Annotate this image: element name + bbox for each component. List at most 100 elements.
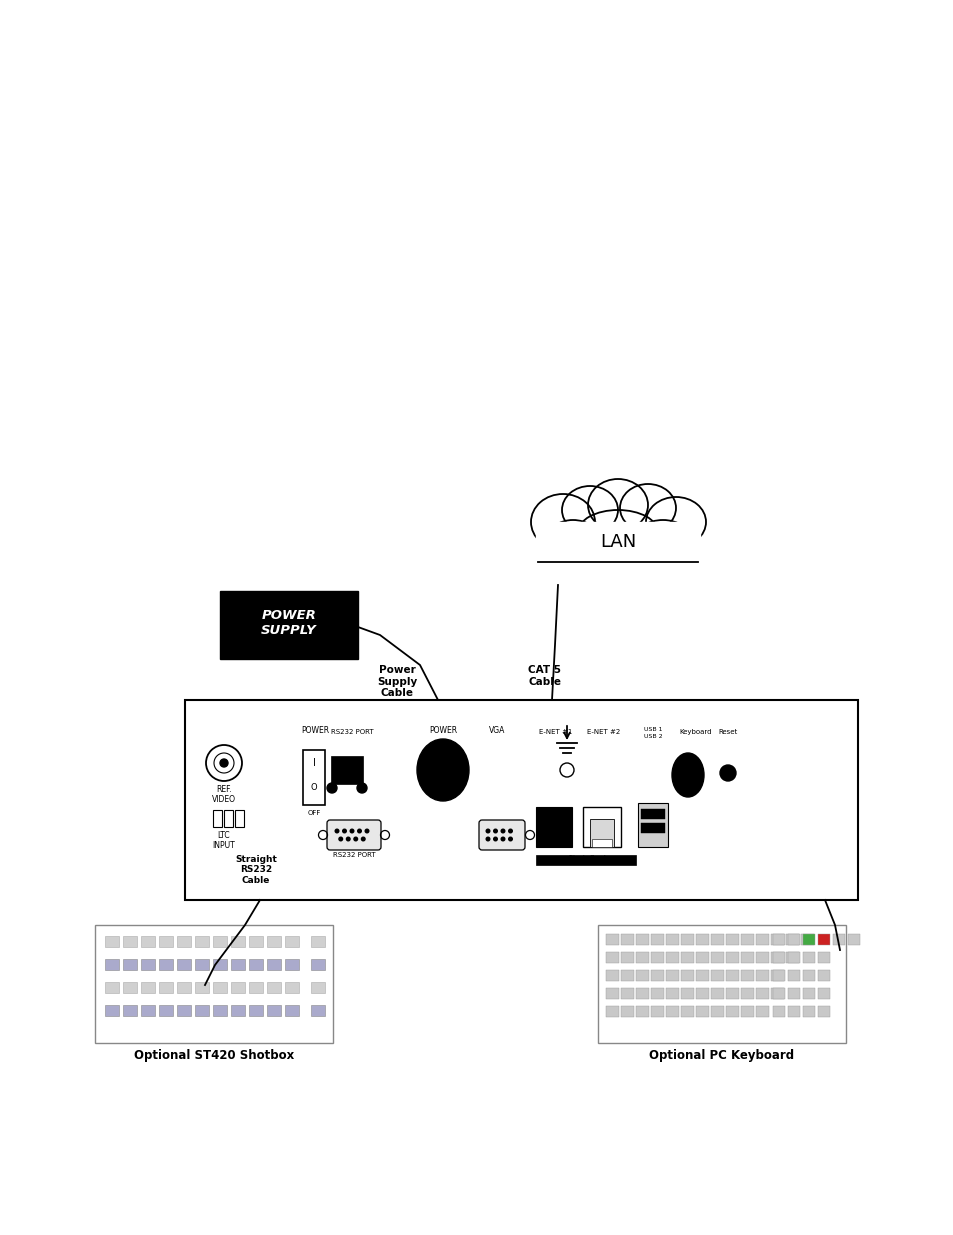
Bar [802, 952, 814, 963]
Bar [638, 803, 667, 847]
Bar [213, 936, 227, 947]
Bar [194, 1005, 209, 1016]
Text: Optional PC Keyboard: Optional PC Keyboard [649, 1049, 794, 1062]
Text: VGA: VGA [488, 726, 505, 735]
Bar [620, 934, 634, 945]
Bar [177, 960, 191, 969]
Text: USB 2: USB 2 [643, 734, 662, 739]
Text: Optional ST420 Shotbox: Optional ST420 Shotbox [133, 1049, 294, 1062]
Bar [620, 969, 634, 981]
Bar [267, 960, 281, 969]
Bar [589, 819, 614, 847]
Bar [141, 982, 154, 993]
Bar [650, 934, 663, 945]
Bar [817, 988, 829, 999]
Bar [680, 988, 693, 999]
Bar [696, 934, 708, 945]
Ellipse shape [531, 494, 595, 550]
Bar [772, 1007, 784, 1016]
Text: Keyboard: Keyboard [679, 729, 712, 735]
Bar [598, 925, 845, 1044]
Bar [710, 952, 723, 963]
Text: I: I [313, 758, 315, 768]
Bar [640, 823, 664, 832]
Bar [159, 960, 172, 969]
Bar [772, 952, 784, 963]
Bar [802, 969, 814, 981]
Text: OFF: OFF [308, 810, 321, 816]
Bar [680, 952, 693, 963]
Bar [772, 934, 784, 945]
Bar [636, 1007, 648, 1016]
Text: E-NET #1: E-NET #1 [538, 729, 572, 735]
Bar [725, 952, 739, 963]
Bar [847, 934, 859, 945]
Circle shape [213, 753, 233, 773]
Bar [755, 988, 768, 999]
Bar [605, 988, 618, 999]
Bar [802, 934, 814, 945]
Bar [665, 988, 679, 999]
Bar [234, 810, 244, 827]
Bar [95, 925, 333, 1044]
Ellipse shape [578, 510, 658, 555]
Bar [770, 934, 783, 945]
Circle shape [508, 837, 512, 841]
Text: Power
Supply
Cable: Power Supply Cable [376, 664, 416, 698]
Bar [770, 969, 783, 981]
Bar [740, 934, 753, 945]
Circle shape [494, 837, 497, 841]
Bar [213, 810, 222, 827]
Bar [311, 1005, 325, 1016]
Bar [740, 952, 753, 963]
Bar [249, 982, 263, 993]
Ellipse shape [671, 753, 703, 797]
Circle shape [508, 829, 512, 832]
Bar [755, 952, 768, 963]
Circle shape [356, 783, 367, 793]
Bar [536, 855, 636, 864]
Bar [725, 934, 739, 945]
Text: Straight
RS232
Cable: Straight RS232 Cable [234, 855, 276, 884]
Bar [650, 988, 663, 999]
FancyBboxPatch shape [478, 820, 524, 850]
Circle shape [365, 829, 369, 832]
FancyBboxPatch shape [331, 756, 363, 784]
Circle shape [486, 829, 489, 832]
Bar [696, 988, 708, 999]
Bar [605, 969, 618, 981]
Ellipse shape [587, 479, 647, 531]
Bar [802, 1007, 814, 1016]
Ellipse shape [645, 496, 705, 547]
Bar [740, 969, 753, 981]
Bar [725, 988, 739, 999]
Bar [680, 969, 693, 981]
Bar [105, 936, 119, 947]
Bar [582, 806, 620, 847]
Bar [231, 1005, 245, 1016]
Bar [123, 982, 137, 993]
Bar [249, 960, 263, 969]
Bar [185, 700, 857, 900]
Circle shape [361, 837, 365, 841]
Bar [105, 982, 119, 993]
Text: CAT 5
Cable: CAT 5 Cable [528, 664, 561, 687]
Circle shape [500, 829, 504, 832]
Bar [141, 960, 154, 969]
Text: RS232 PORT: RS232 PORT [333, 852, 375, 858]
Bar [231, 936, 245, 947]
Circle shape [494, 829, 497, 832]
Bar [231, 982, 245, 993]
Bar [770, 988, 783, 999]
Bar [267, 982, 281, 993]
Bar [636, 934, 648, 945]
Bar [536, 522, 700, 562]
Bar [710, 1007, 723, 1016]
Bar [802, 988, 814, 999]
Bar [536, 806, 572, 847]
Text: Flash Card: Flash Card [568, 855, 605, 861]
Circle shape [357, 829, 361, 832]
Bar [710, 934, 723, 945]
Bar [267, 936, 281, 947]
Bar [141, 936, 154, 947]
